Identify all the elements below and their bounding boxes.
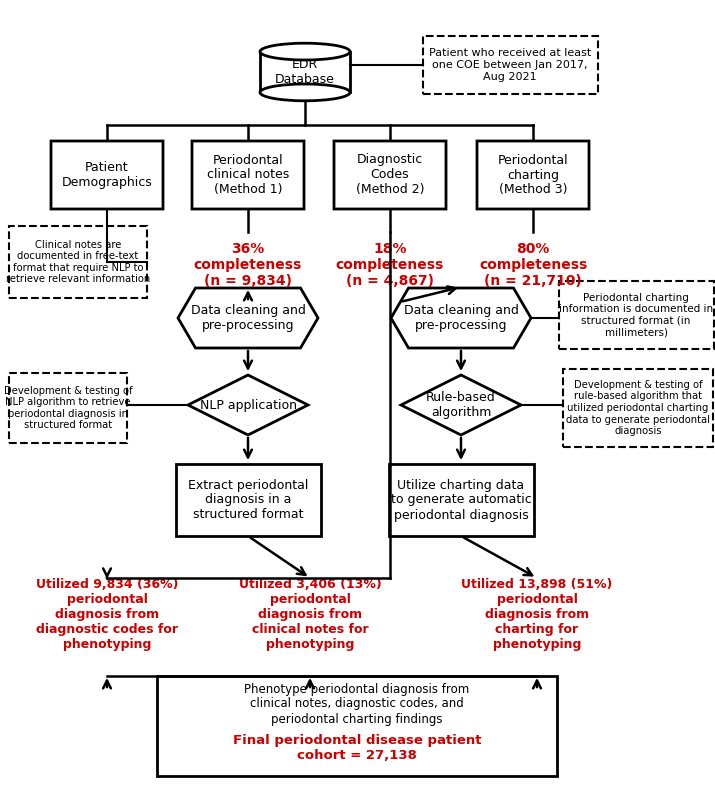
Ellipse shape <box>260 43 350 60</box>
Text: Diagnostic
Codes
(Method 2): Diagnostic Codes (Method 2) <box>356 154 424 197</box>
FancyBboxPatch shape <box>9 226 147 298</box>
Text: Utilized 13,898 (51%)
periodontal
diagnosis from
charting for
phenotyping: Utilized 13,898 (51%) periodontal diagno… <box>461 578 613 651</box>
Text: Data cleaning and
pre-processing: Data cleaning and pre-processing <box>191 304 305 332</box>
Text: Data cleaning and
pre-processing: Data cleaning and pre-processing <box>403 304 518 332</box>
Text: Utilized 9,834 (36%)
periodontal
diagnosis from
diagnostic codes for
phenotyping: Utilized 9,834 (36%) periodontal diagnos… <box>36 578 178 651</box>
FancyBboxPatch shape <box>157 676 557 776</box>
Polygon shape <box>178 288 318 348</box>
Polygon shape <box>391 288 531 348</box>
FancyBboxPatch shape <box>423 36 598 94</box>
FancyBboxPatch shape <box>9 373 127 443</box>
Text: Final periodontal disease patient
cohort = 27,138: Final periodontal disease patient cohort… <box>233 734 481 762</box>
FancyBboxPatch shape <box>51 141 163 209</box>
Text: 18%
completeness
(n = 4,867): 18% completeness (n = 4,867) <box>336 242 444 288</box>
FancyBboxPatch shape <box>477 141 589 209</box>
Text: NLP application: NLP application <box>199 398 297 411</box>
Polygon shape <box>188 375 308 435</box>
Text: Periodontal
clinical notes
(Method 1): Periodontal clinical notes (Method 1) <box>207 154 289 197</box>
FancyBboxPatch shape <box>388 464 533 536</box>
Text: Utilize charting data
to generate automatic
periodontal diagnosis: Utilize charting data to generate automa… <box>390 478 531 522</box>
Text: 80%
completeness
(n = 21,710): 80% completeness (n = 21,710) <box>479 242 587 288</box>
Polygon shape <box>401 375 521 435</box>
FancyBboxPatch shape <box>563 369 713 447</box>
FancyBboxPatch shape <box>558 281 714 349</box>
Text: Rule-based
algorithm: Rule-based algorithm <box>426 391 496 419</box>
Text: Development & testing of
rule-based algorithm that
utilized periodontal charting: Development & testing of rule-based algo… <box>566 380 710 436</box>
Text: Extract periodontal
diagnosis in a
structured format: Extract periodontal diagnosis in a struc… <box>188 478 308 522</box>
Text: Patient
Demographics: Patient Demographics <box>61 161 152 189</box>
Text: 36%
completeness
(n = 9,834): 36% completeness (n = 9,834) <box>194 242 302 288</box>
Ellipse shape <box>260 84 350 101</box>
FancyBboxPatch shape <box>175 464 320 536</box>
Text: Periodontal
charting
(Method 3): Periodontal charting (Method 3) <box>498 154 568 197</box>
Text: Utilized 3,406 (13%)
periodontal
diagnosis from
clinical notes for
phenotyping: Utilized 3,406 (13%) periodontal diagnos… <box>239 578 381 651</box>
Text: EDR
Database: EDR Database <box>275 58 335 86</box>
Text: Development & testing of
NLP algorithm to retrieve
periodontal diagnosis in
stru: Development & testing of NLP algorithm t… <box>4 386 132 430</box>
Bar <box>260 51 350 92</box>
FancyBboxPatch shape <box>334 141 446 209</box>
Text: Phenotype periodontal diagnosis from
clinical notes, diagnostic codes, and
perio: Phenotype periodontal diagnosis from cli… <box>245 682 470 726</box>
Text: Patient who received at least
one COE between Jan 2017,
Aug 2021: Patient who received at least one COE be… <box>429 48 591 82</box>
Text: Clinical notes are
documented in free-text
format that require NLP to
retrieve r: Clinical notes are documented in free-te… <box>6 240 150 284</box>
Text: Periodontal charting
information is documented in
structured format (in
millimet: Periodontal charting information is docu… <box>559 293 713 338</box>
FancyBboxPatch shape <box>192 141 304 209</box>
